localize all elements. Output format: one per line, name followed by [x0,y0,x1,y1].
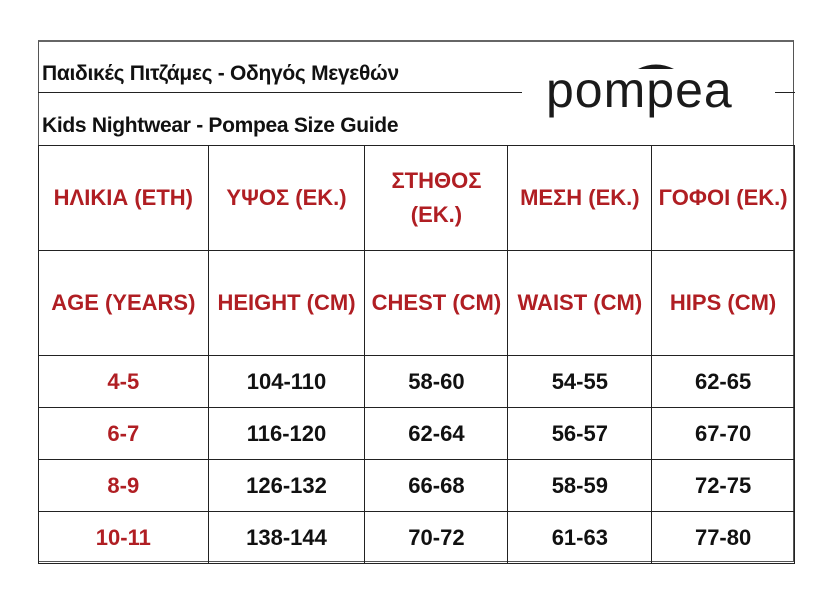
column-header: AGE (YEARS) [38,250,209,356]
pompea-logo: pompea [546,62,762,118]
title-greek: Παιδικές Πιτζάμες - Οδηγός Μεγεθών [42,62,399,85]
table-row: 4-5 104-110 58-60 54-55 62-65 [38,355,795,408]
table-row: 10-11 138-144 70-72 61-63 77-80 [38,511,795,564]
measure-cell: 58-60 [364,355,509,408]
column-header: ΣΤΗΘΟΣ (ΕΚ.) [364,145,509,251]
size-table: ΗΛΙΚΙΑ (ΕΤΗ) ΥΨΟΣ (ΕΚ.) ΣΤΗΘΟΣ (ΕΚ.) ΜΕΣΗ (… [38,145,795,564]
measure-cell: 116-120 [207,407,366,460]
measure-cell: 66-68 [364,459,509,512]
measure-cell: 77-80 [651,511,795,564]
column-header: HIPS (CM) [651,250,795,356]
divider [38,92,522,93]
column-header: ΗΛΙΚΙΑ (ΕΤΗ) [38,145,209,251]
age-cell: 6-7 [38,407,209,460]
table-row: 8-9 126-132 66-68 58-59 72-75 [38,459,795,512]
column-header: ΓΟΦΟΙ (ΕΚ.) [651,145,795,251]
column-header: WAIST (CM) [507,250,653,356]
column-header: CHEST (CM) [364,250,509,356]
measure-cell: 72-75 [651,459,795,512]
measure-cell: 126-132 [207,459,366,512]
age-cell: 10-11 [38,511,209,564]
measure-cell: 62-64 [364,407,509,460]
title-english: Kids Nightwear - Pompea Size Guide [42,114,399,137]
column-header: ΜΕΣΗ (ΕΚ.) [507,145,653,251]
age-cell: 8-9 [38,459,209,512]
logo-text: pompea [546,62,733,118]
measure-cell: 104-110 [207,355,366,408]
table-row: 6-7 116-120 62-64 56-57 67-70 [38,407,795,460]
age-cell: 4-5 [38,355,209,408]
column-header: ΥΨΟΣ (ΕΚ.) [207,145,366,251]
measure-cell: 67-70 [651,407,795,460]
header-row: ΗΛΙΚΙΑ (ΕΤΗ) ΥΨΟΣ (ΕΚ.) ΣΤΗΘΟΣ (ΕΚ.) ΜΕΣΗ (… [38,145,795,251]
column-header: HEIGHT (CM) [207,250,366,356]
measure-cell: 58-59 [507,459,653,512]
measure-cell: 61-63 [507,511,653,564]
measure-cell: 62-65 [651,355,795,408]
logo-roof-icon [638,64,674,69]
measure-cell: 70-72 [364,511,509,564]
measure-cell: 54-55 [507,355,653,408]
measure-cell: 138-144 [207,511,366,564]
header-row: AGE (YEARS) HEIGHT (CM) CHEST (CM) WAIST (C… [38,250,795,356]
divider [775,92,795,93]
measure-cell: 56-57 [507,407,653,460]
